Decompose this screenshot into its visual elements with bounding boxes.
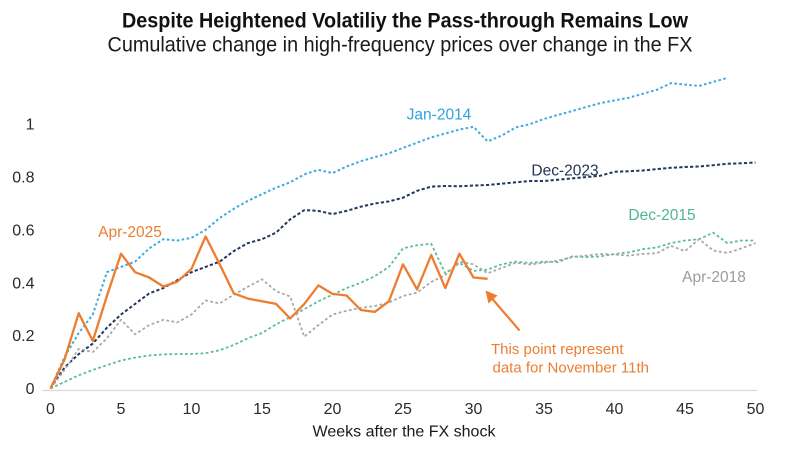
svg-text:20: 20 xyxy=(324,401,342,418)
svg-text:1: 1 xyxy=(26,117,35,134)
svg-text:40: 40 xyxy=(606,401,624,418)
svg-text:0.2: 0.2 xyxy=(12,328,34,345)
svg-text:Cumulative change in high-freq: Cumulative change in high-frequency pric… xyxy=(108,34,693,57)
svg-text:0: 0 xyxy=(46,401,55,418)
svg-text:0.6: 0.6 xyxy=(12,222,34,239)
svg-text:10: 10 xyxy=(183,401,201,418)
svg-text:45: 45 xyxy=(676,401,694,418)
svg-text:5: 5 xyxy=(117,401,126,418)
svg-text:25: 25 xyxy=(394,401,412,418)
svg-text:data for November 11th: data for November 11th xyxy=(493,360,649,377)
svg-text:50: 50 xyxy=(747,401,765,418)
svg-text:Despite Heightened Volatiliy t: Despite Heightened Volatiliy the Pass-th… xyxy=(122,10,689,33)
svg-text:0.4: 0.4 xyxy=(12,275,34,292)
svg-text:35: 35 xyxy=(535,401,553,418)
svg-text:30: 30 xyxy=(465,401,483,418)
svg-text:Apr-2025: Apr-2025 xyxy=(98,224,162,241)
svg-text:This point represent: This point represent xyxy=(491,341,624,358)
svg-text:15: 15 xyxy=(253,401,271,418)
svg-text:Dec-2023: Dec-2023 xyxy=(531,163,598,180)
svg-text:Jan-2014: Jan-2014 xyxy=(407,107,472,124)
svg-text:0: 0 xyxy=(26,381,35,398)
svg-text:Dec-2015: Dec-2015 xyxy=(628,207,695,224)
svg-text:0.8: 0.8 xyxy=(12,170,34,187)
svg-text:Weeks after the FX shock: Weeks after the FX shock xyxy=(313,424,497,441)
svg-text:Apr-2018: Apr-2018 xyxy=(682,269,746,286)
